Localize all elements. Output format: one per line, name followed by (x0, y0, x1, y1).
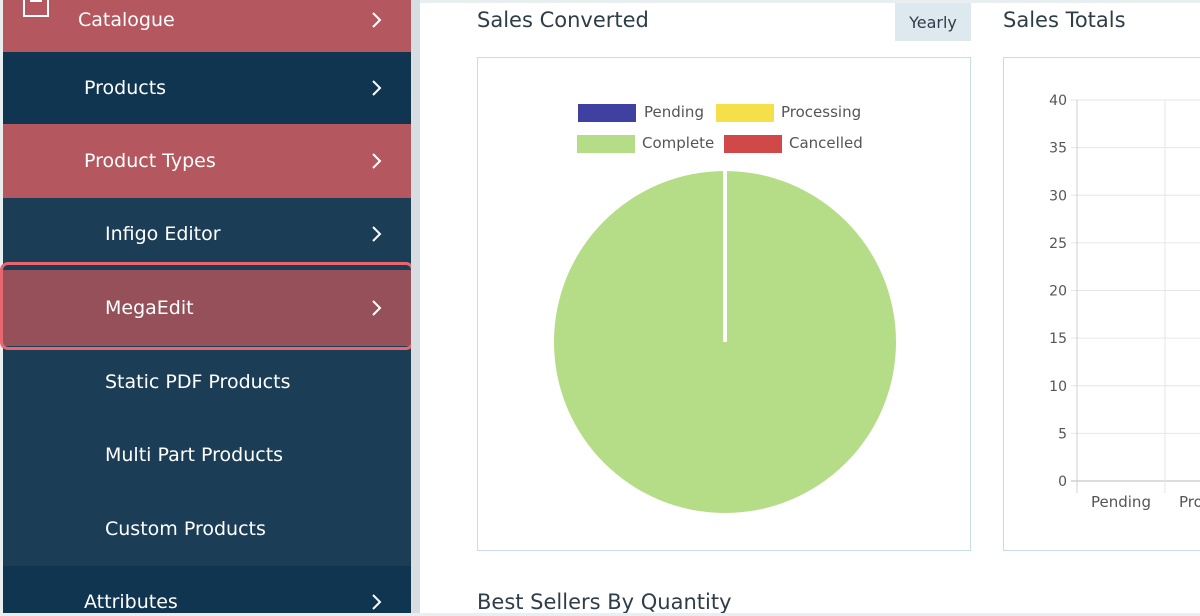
sidebar-item-label: Product Types (84, 150, 216, 172)
sales-converted-pie-chart (554, 171, 896, 513)
y-tick-label: 35 (1049, 141, 1067, 157)
sidebar-divider (411, 0, 420, 616)
legend-swatch-processing (716, 104, 774, 122)
sidebar-item-megaedit[interactable]: MegaEdit (3, 270, 411, 346)
sidebar-item-attributes[interactable]: Attributes (3, 566, 411, 616)
legend-label-cancelled: Cancelled (789, 134, 863, 152)
legend-label-pending: Pending (644, 103, 704, 121)
sidebar-item-label: Static PDF Products (105, 371, 291, 393)
legend-label-complete: Complete (642, 134, 715, 152)
legend-swatch-complete (577, 135, 635, 153)
sidebar-item-custom-products[interactable]: Custom Products (3, 492, 411, 566)
y-tick-label: 5 (1058, 426, 1067, 442)
sidebar-item-infigo-editor[interactable]: Infigo Editor (3, 198, 411, 270)
box-icon (23, 0, 49, 17)
y-tick-label: 25 (1049, 236, 1067, 252)
sidebar-item-products[interactable]: Products (3, 52, 411, 124)
legend-swatch-cancelled (724, 135, 782, 153)
best-sellers-title: Best Sellers By Quantity (477, 590, 732, 614)
sidebar-item-label: Products (84, 77, 167, 99)
window-frame-bottom (0, 613, 1200, 616)
sales-totals-bar-chart: 40 35 30 25 20 15 10 5 0 Pending Proc (1049, 93, 1200, 511)
window-frame-top (0, 0, 1200, 3)
sidebar-item-label: Custom Products (105, 518, 266, 540)
chevron-right-icon[interactable] (371, 153, 383, 169)
sidebar: Catalogue Products Product Types Infigo … (3, 0, 411, 616)
sidebar-item-catalogue[interactable]: Catalogue (3, 0, 411, 52)
sidebar-item-multi-part-products[interactable]: Multi Part Products (3, 418, 411, 492)
chevron-right-icon[interactable] (371, 226, 383, 242)
x-tick-label: Proc (1179, 493, 1200, 511)
sidebar-item-label: MegaEdit (105, 297, 194, 319)
sidebar-item-static-pdf-products[interactable]: Static PDF Products (3, 346, 411, 418)
sales-totals-panel: 40 35 30 25 20 15 10 5 0 Pending Proc (1003, 57, 1200, 551)
legend-label-processing: Processing (781, 103, 862, 121)
chevron-right-icon[interactable] (371, 594, 383, 610)
y-tick-label: 10 (1049, 379, 1067, 395)
sales-converted-panel: Pending Processing Complete Cancelled (477, 57, 971, 551)
x-tick-label: Pending (1091, 493, 1151, 511)
legend-swatch-pending (578, 104, 636, 122)
sidebar-item-label: Attributes (84, 591, 178, 613)
sales-totals-title: Sales Totals (1003, 8, 1126, 32)
y-tick-label: 40 (1049, 93, 1067, 109)
yearly-button[interactable]: Yearly (895, 3, 971, 41)
sidebar-item-label: Multi Part Products (105, 444, 284, 466)
y-tick-label: 0 (1058, 474, 1067, 490)
sidebar-item-product-types[interactable]: Product Types (3, 124, 411, 198)
chevron-right-icon[interactable] (371, 80, 383, 96)
y-tick-label: 30 (1049, 188, 1067, 204)
chevron-right-icon[interactable] (371, 300, 383, 316)
y-tick-label: 15 (1049, 331, 1067, 347)
chevron-right-icon[interactable] (371, 12, 383, 28)
sidebar-item-label: Infigo Editor (105, 223, 221, 245)
y-tick-label: 20 (1049, 284, 1067, 300)
sidebar-item-label: Catalogue (78, 9, 175, 31)
sales-converted-title: Sales Converted (477, 8, 649, 32)
